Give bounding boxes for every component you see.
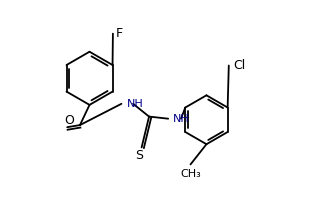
Text: Cl: Cl — [233, 59, 245, 72]
Text: NH: NH — [127, 99, 143, 109]
Text: CH₃: CH₃ — [180, 169, 201, 179]
Text: NH: NH — [172, 114, 189, 124]
Text: O: O — [64, 114, 74, 127]
Text: F: F — [116, 27, 123, 40]
Text: S: S — [136, 149, 143, 162]
